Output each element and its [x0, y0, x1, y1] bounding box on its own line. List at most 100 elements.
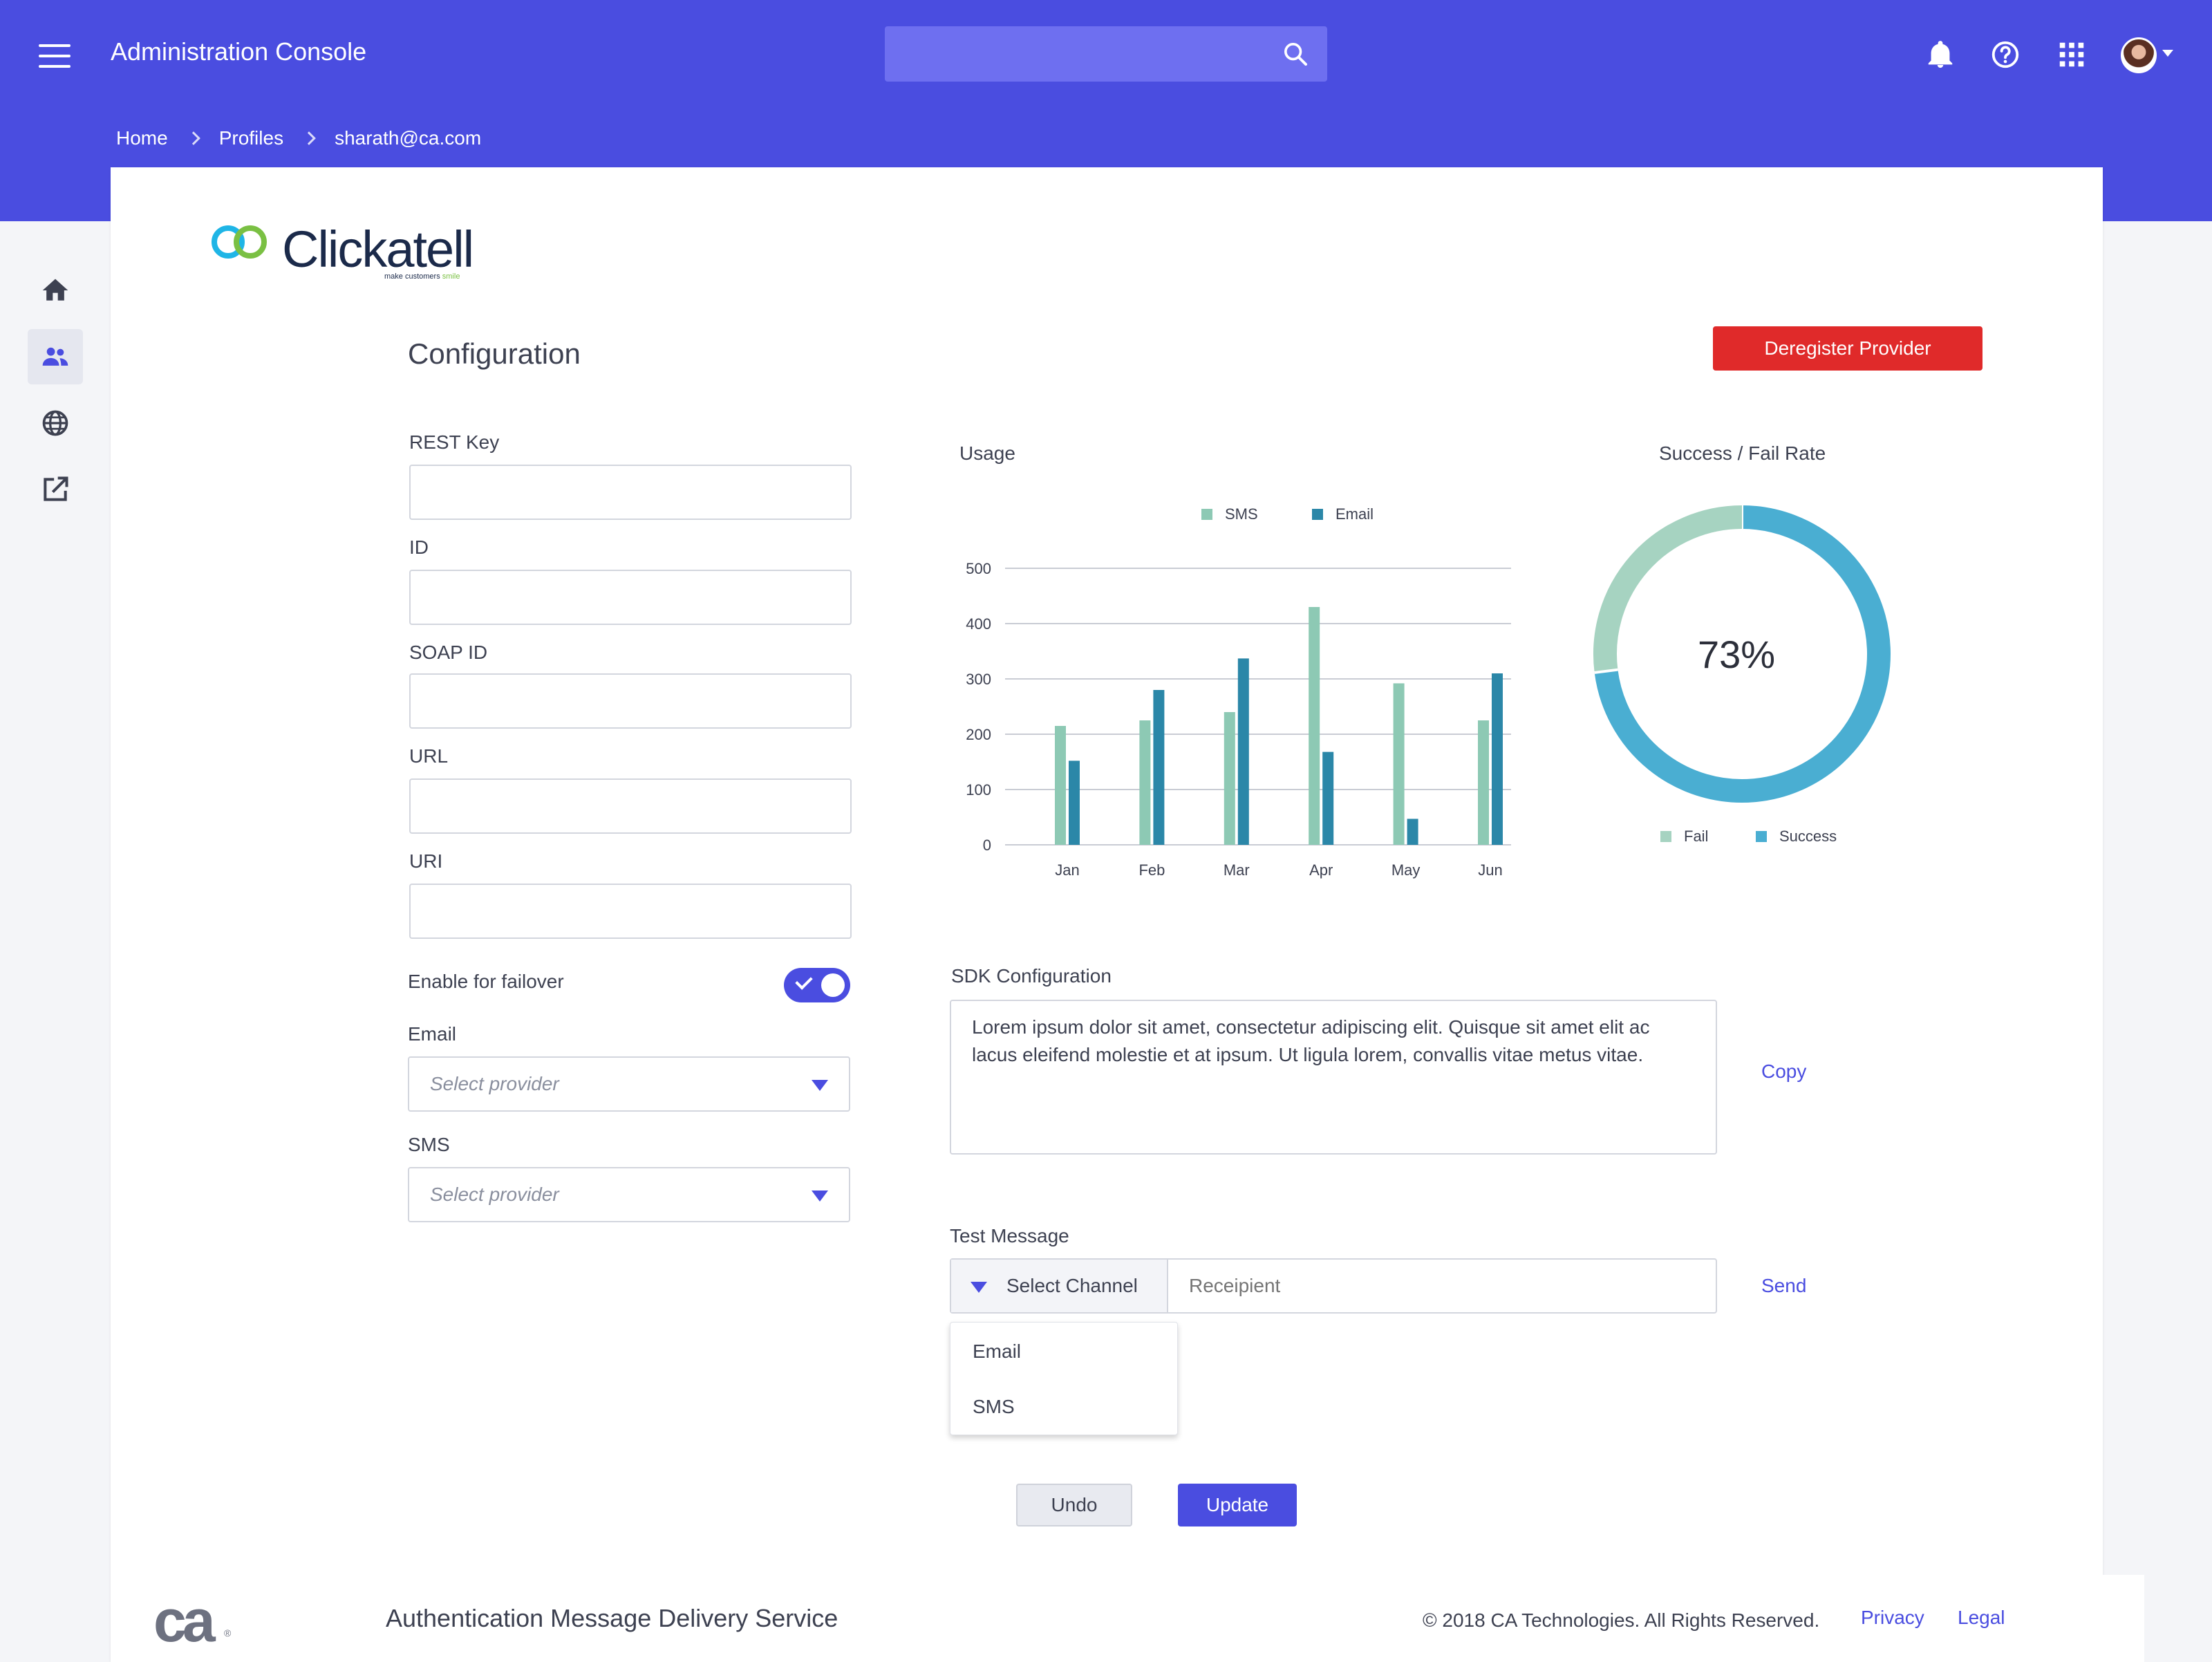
id-label: ID	[409, 536, 429, 558]
privacy-link[interactable]: Privacy	[1861, 1607, 1924, 1628]
legend-label: Fail	[1684, 828, 1708, 845]
test-message-row: Select Channel	[950, 1258, 1717, 1314]
success-fail-chart-title: Success / Fail Rate	[1659, 442, 1826, 464]
y-tick-label: 500	[966, 560, 991, 577]
sidebar-item-external[interactable]	[28, 462, 83, 517]
legend-swatch	[1201, 509, 1212, 520]
home-icon	[42, 279, 68, 301]
url-label: URL	[409, 745, 449, 767]
donut-separator	[1594, 668, 1618, 674]
check-icon	[795, 972, 813, 990]
failover-toggle[interactable]	[784, 968, 850, 1002]
uri-input[interactable]	[409, 884, 852, 939]
external-link-icon	[44, 476, 68, 501]
bar-sms-apr	[1309, 607, 1320, 845]
legend-swatch	[1660, 831, 1671, 842]
sms-label: SMS	[408, 1134, 450, 1155]
chevron-right-icon	[186, 131, 200, 145]
legend-label: Success	[1779, 828, 1837, 845]
id-input[interactable]	[409, 570, 852, 625]
send-link[interactable]: Send	[1761, 1275, 1807, 1296]
bar-email-jan	[1069, 760, 1080, 845]
x-tick-label: May	[1391, 861, 1421, 879]
select-channel-label: Select Channel	[1006, 1275, 1138, 1296]
x-tick-label: Mar	[1224, 861, 1250, 879]
legend-swatch	[1756, 831, 1767, 842]
bar-sms-may	[1393, 683, 1405, 845]
y-tick-label: 100	[966, 781, 991, 799]
bar-email-apr	[1322, 751, 1334, 845]
soap-id-input[interactable]	[409, 673, 852, 729]
update-button[interactable]: Update	[1178, 1484, 1297, 1526]
recipient-input[interactable]	[1170, 1260, 1716, 1312]
help-icon[interactable]	[1989, 39, 2021, 71]
sidebar-item-home[interactable]	[28, 263, 83, 318]
copyright: © 2018 CA Technologies. All Rights Reser…	[1423, 1609, 1820, 1631]
bell-icon[interactable]	[1924, 39, 1956, 71]
app-title: Administration Console	[111, 37, 367, 66]
brand-name: Clickatell	[282, 221, 474, 278]
x-tick-label: Feb	[1138, 861, 1165, 879]
y-tick-label: 0	[983, 837, 991, 854]
email-provider-select[interactable]: Select provider	[408, 1056, 850, 1112]
sms-provider-select[interactable]: Select provider	[408, 1167, 850, 1222]
search-icon[interactable]	[1282, 40, 1309, 68]
y-tick-label: 300	[966, 671, 991, 688]
undo-button[interactable]: Undo	[1016, 1484, 1132, 1526]
bar-sms-jan	[1055, 726, 1066, 845]
email-provider-placeholder: Select provider	[430, 1073, 559, 1094]
usage-chart-title: Usage	[959, 442, 1015, 464]
donut-slice-success	[1594, 505, 1891, 803]
bar-email-may	[1407, 819, 1418, 845]
globe-icon	[42, 410, 68, 436]
ca-logo: ca	[153, 1588, 216, 1654]
sidebar-item-users[interactable]	[28, 329, 83, 384]
caret-down-icon	[812, 1191, 828, 1202]
bar-email-jun	[1492, 673, 1503, 845]
sidebar-item-globe[interactable]	[28, 395, 83, 451]
breadcrumb-home[interactable]: Home	[116, 127, 168, 149]
donut-center-label: 73%	[1698, 633, 1775, 676]
x-tick-label: Jun	[1478, 861, 1502, 879]
registered-mark-icon: ®	[224, 1627, 232, 1638]
deregister-provider-button[interactable]: Deregister Provider	[1713, 326, 1983, 371]
bar-email-feb	[1153, 690, 1165, 845]
rest-key-input[interactable]	[409, 465, 852, 520]
footer-title: Authentication Message Delivery Service	[386, 1604, 838, 1632]
sms-provider-placeholder: Select provider	[430, 1184, 559, 1205]
uri-label: URI	[409, 850, 443, 872]
brand-tagline: make customers smile	[384, 272, 460, 281]
breadcrumb: Home Profiles sharath@ca.com	[116, 127, 481, 149]
footer-edge	[2103, 1575, 2144, 1662]
soap-id-label: SOAP ID	[409, 642, 488, 663]
y-tick-label: 400	[966, 615, 991, 633]
avatar-caret-icon[interactable]	[2162, 50, 2173, 57]
bar-email-mar	[1237, 658, 1249, 845]
menu-icon[interactable]	[39, 44, 71, 68]
test-message-label: Test Message	[950, 1225, 1069, 1246]
legal-link[interactable]: Legal	[1958, 1607, 2005, 1628]
search-input[interactable]	[885, 26, 1327, 82]
success-fail-donut-chart: 73% Fail Success	[1593, 505, 1891, 845]
select-channel-button[interactable]: Select Channel	[951, 1260, 1168, 1312]
sidebar	[0, 221, 111, 1662]
breadcrumb-profiles[interactable]: Profiles	[218, 127, 284, 149]
donut-slice-fail	[1593, 505, 1743, 673]
channel-option-sms[interactable]: SMS	[973, 1396, 1015, 1417]
copy-link[interactable]: Copy	[1761, 1061, 1807, 1082]
caret-down-icon	[971, 1282, 987, 1293]
apps-grid-icon[interactable]	[2056, 39, 2088, 71]
legend-swatch	[1312, 509, 1323, 520]
channel-option-email[interactable]: Email	[973, 1341, 1022, 1362]
rest-key-label: REST Key	[409, 431, 500, 453]
sdk-config-textarea[interactable]: Lorem ipsum dolor sit amet, consectetur …	[950, 1000, 1717, 1155]
bar-sms-jun	[1478, 720, 1489, 845]
page-title: Configuration	[408, 337, 581, 370]
y-tick-label: 200	[966, 726, 991, 743]
email-label: Email	[408, 1023, 457, 1045]
url-input[interactable]	[409, 778, 852, 834]
legend-label: Email	[1335, 505, 1374, 523]
breadcrumb-current: sharath@ca.com	[335, 127, 482, 149]
bar-sms-mar	[1224, 712, 1235, 845]
avatar[interactable]	[2121, 37, 2157, 73]
